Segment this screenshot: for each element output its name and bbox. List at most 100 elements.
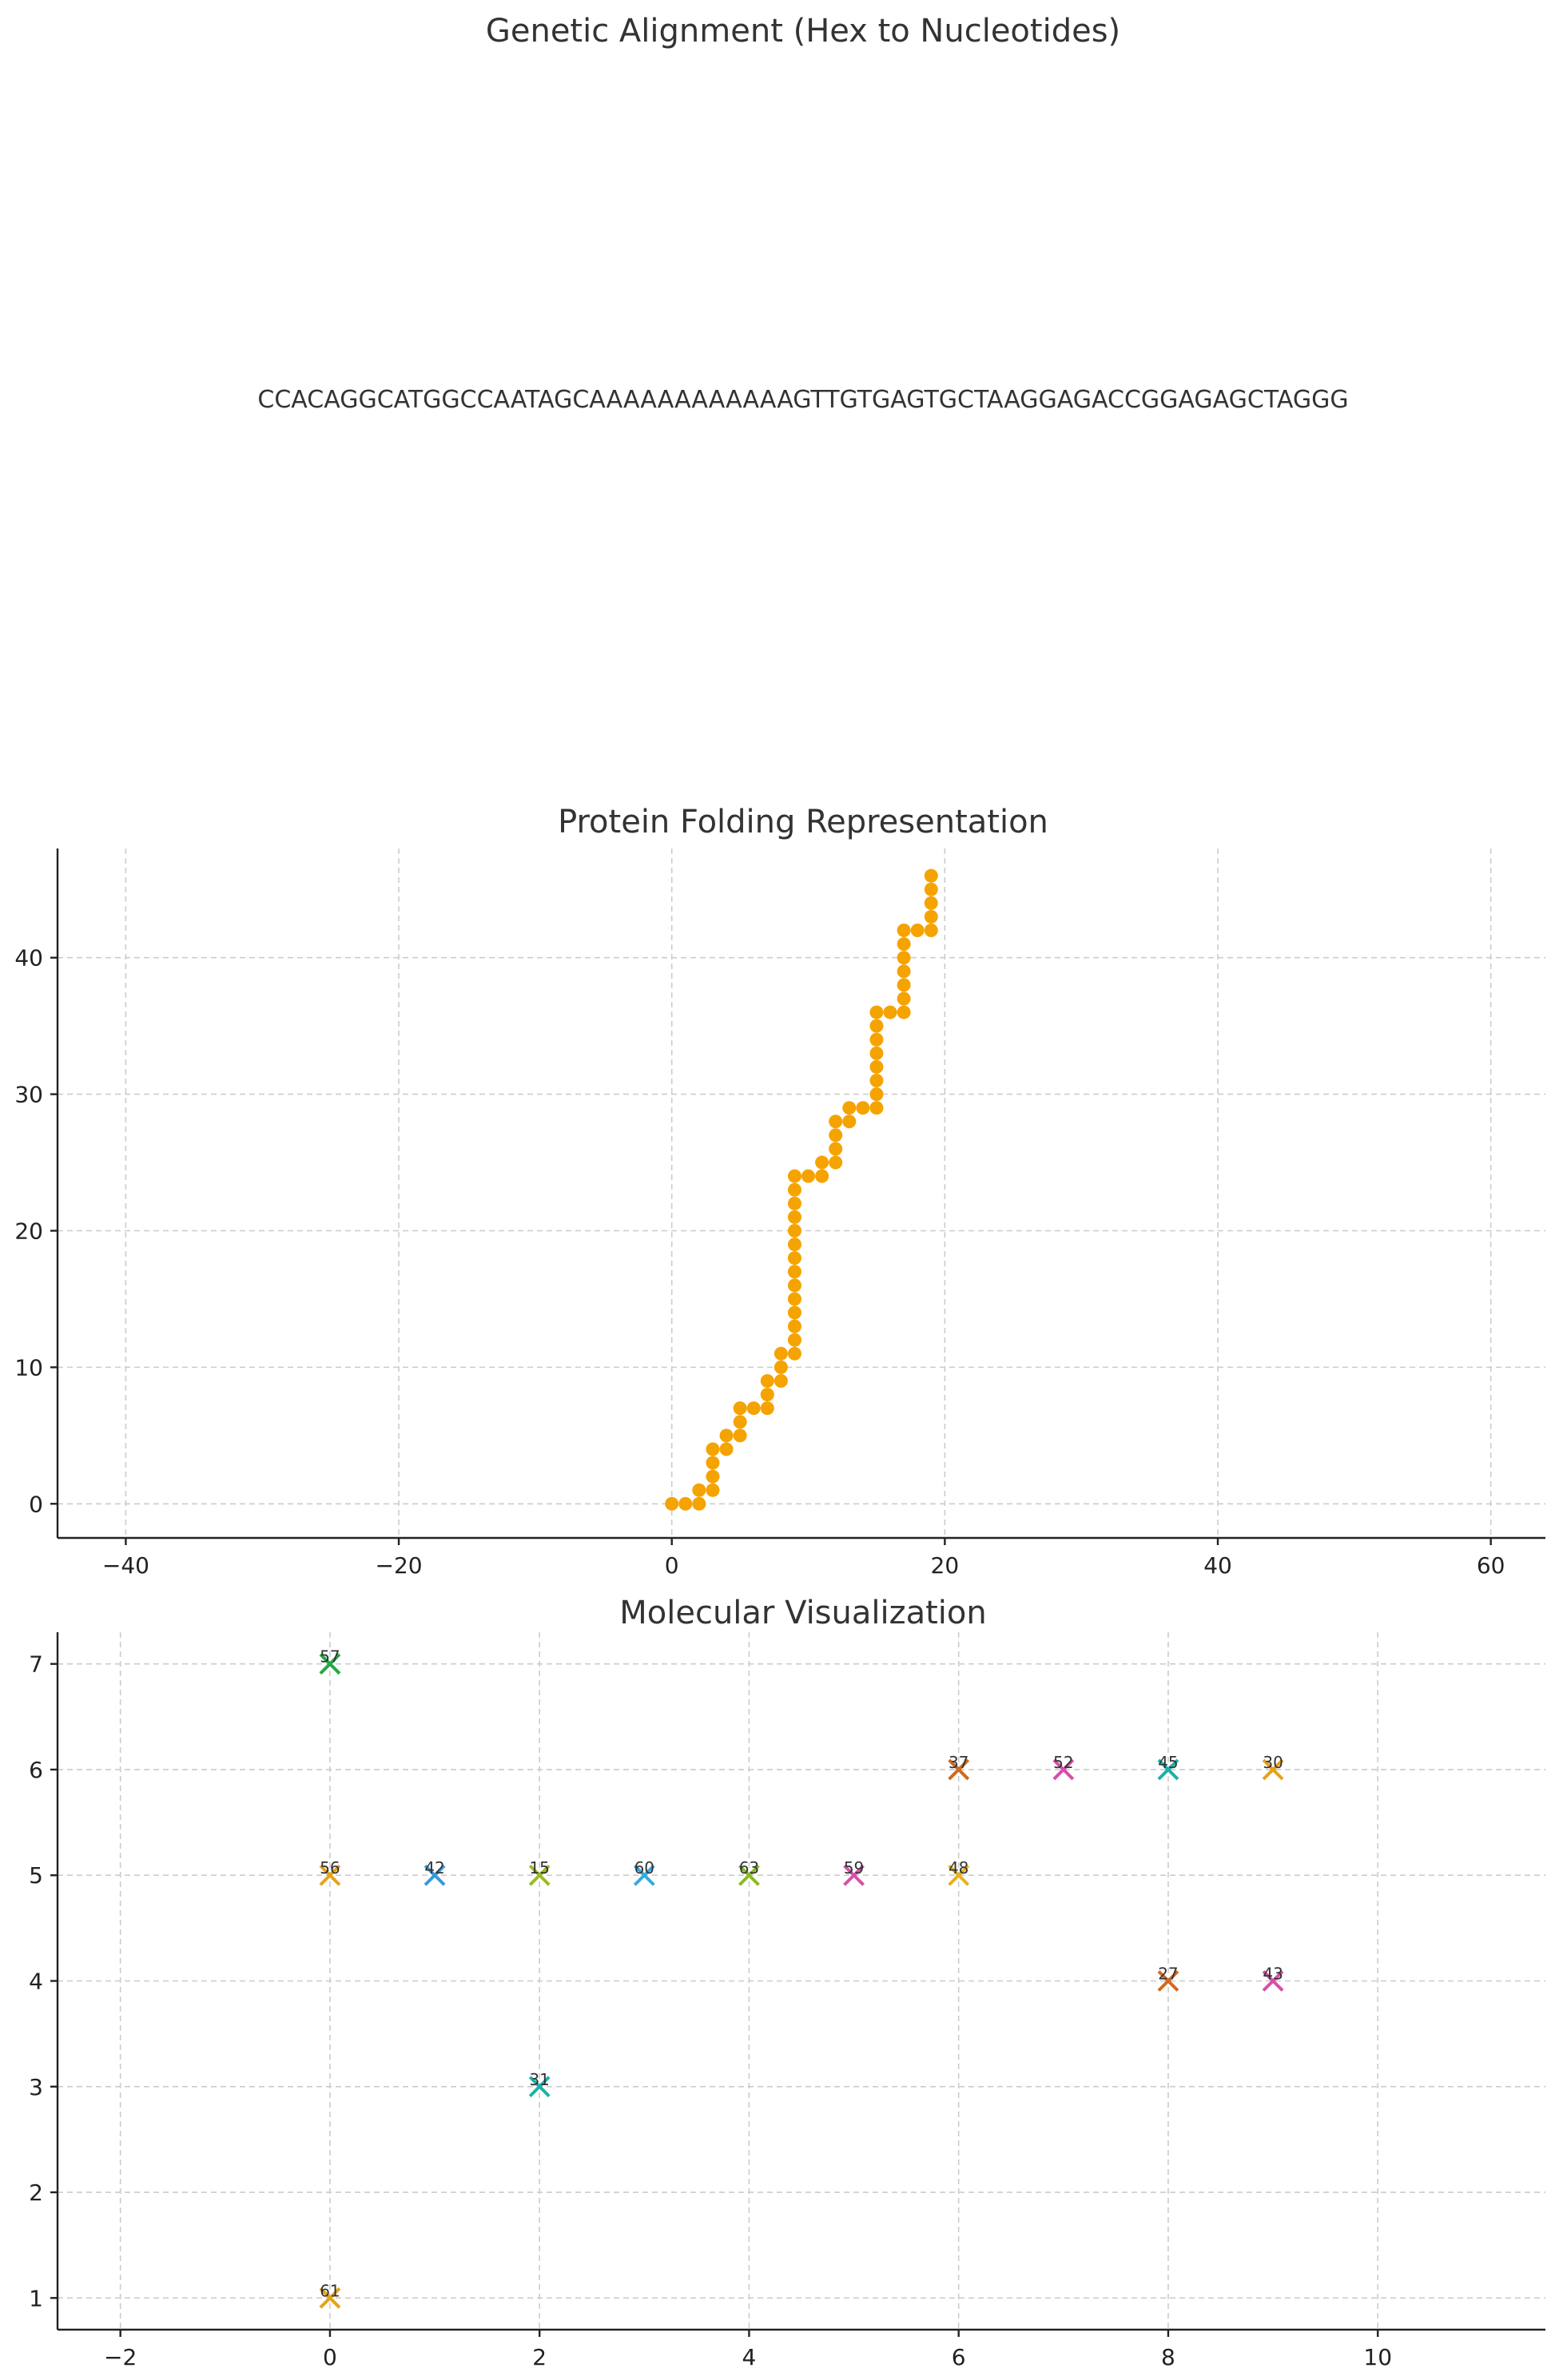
fold-point — [897, 951, 911, 965]
fold-point — [869, 1059, 884, 1074]
fold-point — [787, 1278, 801, 1293]
molecule-label: 56 — [320, 1858, 340, 1877]
protein-folding-panel: Protein Folding Representation −40 −20 0 20… — [14, 804, 1545, 1579]
x-tick-label: 6 — [952, 2344, 966, 2370]
molecule-marker — [424, 1864, 446, 1886]
molecule-label: 61 — [320, 2281, 340, 2300]
fold-point — [733, 1401, 747, 1416]
fold-point — [897, 964, 911, 979]
fold-point — [924, 896, 938, 910]
fold-point — [692, 1483, 706, 1497]
fold-point — [787, 1319, 801, 1333]
protein-folding-axes — [56, 848, 1545, 1540]
fold-point — [924, 909, 938, 924]
molecule-label: 59 — [844, 1858, 864, 1877]
fold-point — [869, 1005, 884, 1019]
fold-point — [829, 1115, 843, 1129]
protein-folding-title: Protein Folding Representation — [558, 804, 1048, 840]
fold-point — [706, 1456, 720, 1470]
fold-point — [787, 1305, 801, 1320]
fold-point — [787, 1292, 801, 1306]
molecule-label: 57 — [320, 1647, 340, 1667]
molecule-label: 52 — [1053, 1753, 1073, 1772]
y-tick-label: 7 — [29, 1651, 43, 1678]
molecule-marker — [528, 2076, 551, 2098]
fold-point — [719, 1442, 734, 1456]
fold-point — [829, 1128, 843, 1142]
fold-point — [856, 1101, 870, 1115]
fold-point — [829, 1142, 843, 1156]
fold-point — [760, 1373, 774, 1388]
molecule-marker — [1262, 1970, 1284, 1992]
y-tick-label: 1 — [29, 2285, 43, 2311]
protein-folding-grid — [58, 848, 1545, 1538]
fold-point — [719, 1428, 734, 1443]
molecule-label: 37 — [949, 1753, 968, 1772]
fold-point — [733, 1415, 747, 1429]
x-tick-label: −20 — [376, 1552, 423, 1579]
fold-point — [869, 1032, 884, 1047]
fold-point — [815, 1169, 829, 1183]
y-tick-label: 5 — [29, 1862, 43, 1889]
fold-point — [787, 1238, 801, 1252]
fold-point — [706, 1442, 720, 1456]
fold-point — [869, 1019, 884, 1033]
molecule-label: 60 — [634, 1858, 654, 1877]
fold-point — [787, 1251, 801, 1265]
molecular-points: 57 37 52 45 30 56 42 15 60 63 59 48 27 43 31 61 — [319, 1647, 1284, 2309]
molecule-marker — [319, 1653, 341, 1675]
genetic-alignment-title: Genetic Alignment (Hex to Nucleotides) — [486, 13, 1120, 50]
molecule-label: 27 — [1158, 1965, 1178, 1984]
fold-point — [787, 1333, 801, 1347]
molecule-marker — [1157, 1758, 1179, 1781]
molecule-marker — [948, 1758, 970, 1781]
genetic-alignment-panel: Genetic Alignment (Hex to Nucleotides) C… — [257, 13, 1348, 414]
fold-point — [787, 1169, 801, 1183]
x-tick-label: −2 — [104, 2344, 137, 2370]
molecular-visualization-title: Molecular Visualization — [619, 1595, 987, 1631]
molecule-marker — [633, 1864, 655, 1886]
fold-point — [733, 1428, 747, 1443]
fold-point — [787, 1196, 801, 1210]
molecule-marker — [319, 1864, 341, 1886]
fold-point — [787, 1223, 801, 1238]
x-tick-label: 8 — [1161, 2344, 1175, 2370]
molecular-visualization-panel: Molecular Visualization −2 0 2 4 6 8 101234567… — [29, 1595, 1545, 2370]
fold-point — [869, 1101, 884, 1115]
fold-point — [842, 1101, 857, 1115]
fold-point — [869, 1087, 884, 1102]
fold-point — [897, 924, 911, 938]
nucleotide-sequence: CCACAGGCATGGCCAATAGCAAAAAAAAAAAAGTTGTGAG… — [257, 386, 1348, 414]
fold-point — [706, 1483, 720, 1497]
fold-point — [801, 1169, 816, 1183]
molecule-label: 30 — [1263, 1753, 1283, 1772]
fold-point — [746, 1401, 761, 1416]
fold-point — [787, 1182, 801, 1197]
molecule-marker — [843, 1864, 865, 1886]
x-tick-label: 0 — [323, 2344, 337, 2370]
molecule-label: 31 — [529, 2070, 549, 2089]
molecule-label: 63 — [739, 1858, 759, 1877]
fold-point — [787, 1265, 801, 1279]
x-tick-label: 4 — [742, 2344, 757, 2370]
fold-point — [924, 868, 938, 883]
fold-point — [829, 1155, 843, 1170]
x-tick-label: 40 — [1203, 1552, 1232, 1579]
fold-point — [924, 882, 938, 896]
fold-point — [897, 1005, 911, 1019]
molecule-label: 43 — [1263, 1965, 1283, 1984]
fold-point — [815, 1155, 829, 1170]
x-tick-label: 2 — [532, 2344, 547, 2370]
fold-point — [760, 1388, 774, 1402]
fold-point — [787, 1210, 801, 1224]
molecule-label: 45 — [1158, 1753, 1178, 1772]
fold-point — [665, 1496, 679, 1511]
y-tick-label: 20 — [14, 1218, 43, 1244]
y-tick-label: 3 — [29, 2074, 43, 2100]
y-tick-label: 0 — [29, 1491, 43, 1517]
fold-point — [897, 937, 911, 952]
protein-folding-ticks: −40 −20 0 20 40 60 0 10 20 30 40 — [14, 945, 1505, 1579]
fold-point — [897, 991, 911, 1006]
